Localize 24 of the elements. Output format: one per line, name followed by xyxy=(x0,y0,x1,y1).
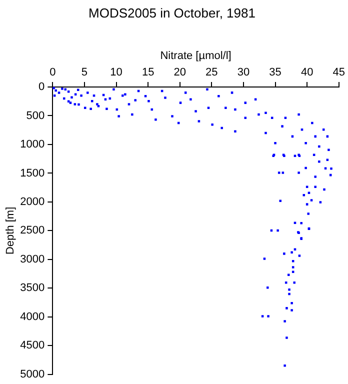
y-tick-label: 4000 xyxy=(20,310,45,323)
x-tick-label: 30 xyxy=(237,66,250,78)
x-tick-label: 5 xyxy=(81,66,88,78)
x-tick-label: 45 xyxy=(332,66,346,78)
y-tick-label: 1500 xyxy=(20,167,45,180)
y-tick-label: 4500 xyxy=(20,340,45,352)
y-tick-label: 1000 xyxy=(20,138,45,151)
chart-title: MODS2005 in October, 1981 xyxy=(88,5,256,20)
y-tick-label: 5000 xyxy=(20,368,45,380)
x-tick-label: 40 xyxy=(300,66,314,78)
x-tick-label: 20 xyxy=(174,66,186,78)
x-tick-label: 15 xyxy=(142,66,154,78)
x-tick-label: 0 xyxy=(50,66,56,78)
y-tick-label: 2500 xyxy=(20,224,45,237)
x-tick-label: 35 xyxy=(269,66,282,78)
y-tick-label: 0 xyxy=(38,81,45,94)
y-tick-label: 3000 xyxy=(20,253,45,266)
y-axis-title: Depth [m] xyxy=(4,206,17,255)
x-axis-title: Nitrate [µmol/l] xyxy=(160,50,232,62)
y-tick-label: 3500 xyxy=(20,282,45,294)
y-tick-label: 500 xyxy=(26,110,45,122)
y-tick-label: 2000 xyxy=(20,196,45,208)
x-tick-label: 10 xyxy=(110,66,122,78)
x-tick-label: 25 xyxy=(206,66,218,78)
